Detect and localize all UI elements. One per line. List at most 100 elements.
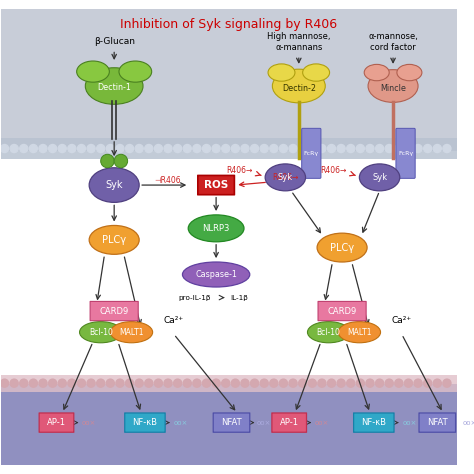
Text: Syk: Syk [105, 180, 123, 190]
Ellipse shape [308, 322, 350, 343]
Circle shape [251, 145, 259, 153]
Circle shape [222, 379, 230, 387]
Circle shape [395, 145, 403, 153]
Ellipse shape [188, 215, 244, 242]
Circle shape [126, 379, 134, 387]
Circle shape [404, 145, 412, 153]
Circle shape [279, 145, 287, 153]
Ellipse shape [265, 164, 306, 191]
Ellipse shape [80, 322, 122, 343]
Circle shape [29, 379, 37, 387]
FancyBboxPatch shape [354, 413, 394, 432]
Circle shape [385, 145, 393, 153]
Ellipse shape [268, 64, 295, 81]
Ellipse shape [85, 68, 143, 104]
Circle shape [337, 145, 345, 153]
FancyBboxPatch shape [396, 128, 415, 178]
Circle shape [404, 379, 412, 387]
Bar [0, 138, 456, 159]
Ellipse shape [114, 155, 128, 168]
Circle shape [173, 145, 182, 153]
Text: oo×: oo× [315, 419, 329, 426]
Circle shape [289, 145, 297, 153]
Circle shape [270, 379, 278, 387]
Circle shape [135, 379, 143, 387]
Circle shape [424, 145, 432, 153]
Circle shape [424, 379, 432, 387]
Circle shape [77, 145, 85, 153]
Circle shape [20, 145, 28, 153]
Text: NFAT: NFAT [427, 418, 447, 427]
Text: Dectin-1: Dectin-1 [97, 83, 131, 92]
Circle shape [0, 379, 9, 387]
Bar [0, 151, 456, 411]
Circle shape [299, 379, 307, 387]
Circle shape [68, 145, 76, 153]
Ellipse shape [100, 155, 114, 168]
Circle shape [155, 379, 163, 387]
Circle shape [193, 379, 201, 387]
Ellipse shape [182, 262, 250, 287]
Circle shape [87, 379, 95, 387]
Circle shape [39, 145, 47, 153]
Circle shape [222, 145, 230, 153]
Text: oo×: oo× [463, 419, 474, 426]
Circle shape [0, 145, 9, 153]
Ellipse shape [110, 322, 153, 343]
Circle shape [346, 145, 355, 153]
Circle shape [202, 145, 210, 153]
Circle shape [77, 379, 85, 387]
Circle shape [443, 379, 451, 387]
Circle shape [375, 145, 383, 153]
Ellipse shape [338, 322, 381, 343]
Ellipse shape [273, 69, 325, 103]
Text: oo×: oo× [82, 419, 96, 426]
Circle shape [414, 379, 422, 387]
Ellipse shape [89, 226, 139, 255]
Text: AP-1: AP-1 [47, 418, 66, 427]
Circle shape [173, 379, 182, 387]
FancyBboxPatch shape [272, 413, 307, 432]
FancyBboxPatch shape [419, 413, 456, 432]
Text: oo×: oo× [173, 419, 188, 426]
FancyBboxPatch shape [39, 413, 74, 432]
Text: Ca²⁺: Ca²⁺ [164, 316, 184, 325]
Circle shape [366, 145, 374, 153]
Circle shape [289, 379, 297, 387]
Text: FcRγ: FcRγ [398, 151, 413, 156]
Text: CARD9: CARD9 [328, 307, 357, 316]
Text: Mincle: Mincle [380, 84, 406, 93]
Text: PLCγ: PLCγ [330, 243, 354, 253]
Circle shape [433, 145, 441, 153]
Text: α-mannose,: α-mannose, [368, 31, 418, 40]
Circle shape [337, 379, 345, 387]
Text: NLRP3: NLRP3 [202, 224, 230, 233]
Text: R406→: R406→ [320, 166, 346, 175]
Circle shape [49, 379, 57, 387]
Ellipse shape [368, 70, 418, 102]
Ellipse shape [317, 233, 367, 262]
Bar [0, 374, 456, 392]
Circle shape [164, 145, 172, 153]
Bar [0, 384, 456, 465]
Circle shape [97, 145, 105, 153]
Text: MALT1: MALT1 [119, 328, 144, 337]
Circle shape [385, 379, 393, 387]
Text: Ca²⁺: Ca²⁺ [392, 316, 412, 325]
Circle shape [260, 145, 268, 153]
Text: oo×: oo× [402, 419, 417, 426]
Circle shape [116, 145, 124, 153]
Circle shape [155, 145, 163, 153]
Text: CARD9: CARD9 [100, 307, 129, 316]
Circle shape [126, 145, 134, 153]
Text: Dectin-2: Dectin-2 [282, 84, 316, 93]
Text: Bcl-10: Bcl-10 [317, 328, 340, 337]
Text: Syk: Syk [278, 173, 293, 182]
Circle shape [395, 379, 403, 387]
FancyBboxPatch shape [125, 413, 165, 432]
Circle shape [39, 379, 47, 387]
Circle shape [308, 379, 316, 387]
Circle shape [433, 379, 441, 387]
Circle shape [212, 145, 220, 153]
Circle shape [279, 379, 287, 387]
